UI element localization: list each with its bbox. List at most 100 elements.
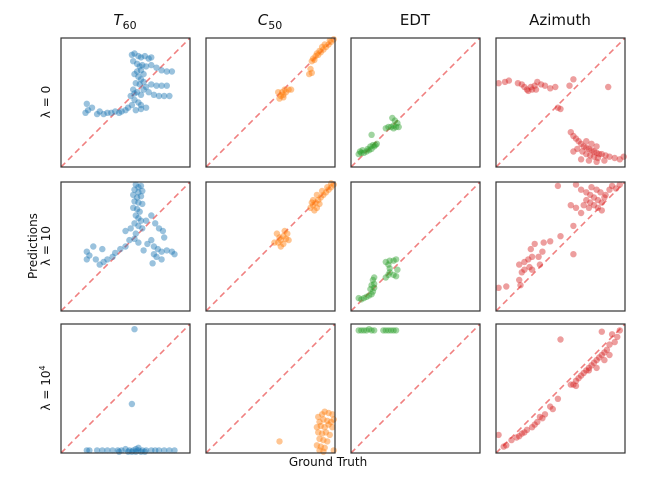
scatter-point bbox=[126, 447, 133, 454]
scatter-point bbox=[325, 421, 332, 428]
scatter-point bbox=[168, 248, 176, 255]
scatter-point bbox=[528, 424, 536, 431]
scatter-point bbox=[602, 152, 609, 159]
identity-reference-line bbox=[495, 37, 626, 168]
scatter-point bbox=[583, 138, 590, 145]
scatter-point bbox=[132, 445, 139, 453]
scatter-point bbox=[109, 253, 116, 260]
scatter-point bbox=[588, 140, 595, 147]
scatter-point bbox=[601, 194, 608, 201]
panel-azimuth-lambda-10 bbox=[495, 181, 626, 312]
scatter-point bbox=[557, 233, 564, 240]
scatter-point bbox=[136, 63, 143, 70]
scatter-point bbox=[315, 429, 322, 436]
scatter-point bbox=[118, 108, 125, 115]
scatter-point bbox=[133, 205, 141, 213]
scatter-point bbox=[317, 422, 324, 430]
scatter-point bbox=[171, 447, 178, 454]
scatter-point bbox=[83, 447, 91, 454]
scatter-point bbox=[144, 240, 151, 248]
panel-frame bbox=[495, 323, 626, 454]
scatter-point bbox=[130, 447, 137, 454]
identity-reference-line bbox=[495, 323, 626, 454]
scatter-point bbox=[327, 184, 335, 191]
scatter-point bbox=[557, 336, 564, 343]
scatter-point bbox=[130, 86, 137, 93]
scatter-point bbox=[316, 435, 323, 442]
scatter-point bbox=[132, 181, 139, 188]
scatter-point bbox=[320, 436, 327, 444]
scatter-point bbox=[593, 143, 600, 150]
scatter-point bbox=[139, 447, 146, 454]
scatter-point bbox=[273, 230, 281, 237]
panel-frame bbox=[350, 181, 481, 312]
scatter-point bbox=[583, 367, 590, 374]
scatter-point bbox=[554, 395, 562, 402]
scatter-point bbox=[122, 107, 129, 114]
scatter-point bbox=[321, 41, 328, 48]
scatter-point bbox=[606, 186, 613, 193]
identity-reference-line bbox=[205, 37, 336, 168]
scatter-point bbox=[315, 413, 322, 421]
scatter-point bbox=[90, 243, 97, 250]
scatter-point bbox=[131, 50, 138, 57]
scatter-point bbox=[276, 234, 283, 241]
scatter-point bbox=[521, 429, 528, 436]
scatter-point bbox=[148, 61, 155, 69]
column-title-t60: T60 bbox=[113, 11, 136, 32]
scatter-point bbox=[313, 442, 321, 449]
scatter-point bbox=[320, 448, 327, 455]
scatter-point bbox=[575, 375, 582, 382]
scatter-point bbox=[163, 247, 170, 254]
scatter-point bbox=[150, 91, 158, 99]
scatter-point bbox=[598, 150, 605, 158]
scatter-point bbox=[311, 56, 318, 64]
scatter-point bbox=[579, 148, 586, 155]
scatter-point bbox=[385, 327, 392, 334]
scatter-point bbox=[93, 110, 101, 118]
scatter-point bbox=[516, 276, 523, 284]
scatter-point bbox=[593, 364, 600, 372]
scatter-point bbox=[503, 442, 510, 449]
scatter-point bbox=[282, 89, 290, 96]
scatter-point bbox=[611, 338, 618, 346]
scatter-point bbox=[355, 327, 362, 334]
scatter-point bbox=[135, 444, 142, 451]
scatter-point bbox=[590, 148, 598, 155]
scatter-point bbox=[131, 96, 138, 104]
panel-frame bbox=[350, 323, 481, 454]
scatter-point bbox=[309, 196, 317, 204]
panel-frame bbox=[60, 323, 191, 454]
scatter-point bbox=[317, 443, 324, 450]
scatter-point bbox=[588, 362, 595, 369]
panel-edt-lambda-10 bbox=[350, 181, 481, 312]
scatter-point bbox=[614, 333, 621, 341]
scatter-point bbox=[137, 105, 145, 113]
scatter-point bbox=[142, 447, 150, 454]
scatter-point bbox=[577, 372, 585, 379]
scatter-point bbox=[86, 447, 93, 454]
scatter-point bbox=[280, 94, 287, 101]
panel-azimuth-lambda-10-4 bbox=[495, 323, 626, 454]
scatter-point bbox=[583, 189, 590, 196]
scatter-point bbox=[363, 327, 370, 334]
y-axis-label: Predictions bbox=[26, 213, 40, 279]
scatter-point bbox=[124, 104, 132, 111]
scatter-point bbox=[566, 82, 573, 89]
scatter-point bbox=[583, 196, 590, 204]
scatter-point bbox=[280, 91, 287, 99]
scatter-point bbox=[521, 258, 528, 266]
scatter-point bbox=[572, 204, 580, 211]
scatter-point bbox=[318, 43, 326, 51]
scatter-point bbox=[588, 184, 595, 191]
scatter-point bbox=[360, 327, 368, 334]
scatter-point bbox=[158, 256, 165, 263]
scatter-point bbox=[394, 266, 401, 273]
scatter-point bbox=[161, 92, 168, 100]
scatter-point bbox=[126, 236, 133, 244]
scatter-point bbox=[171, 251, 178, 258]
scatter-point bbox=[587, 152, 594, 159]
panel-c50-lambda-0 bbox=[205, 36, 337, 168]
scatter-point bbox=[516, 261, 523, 268]
panel-frame bbox=[495, 37, 626, 168]
